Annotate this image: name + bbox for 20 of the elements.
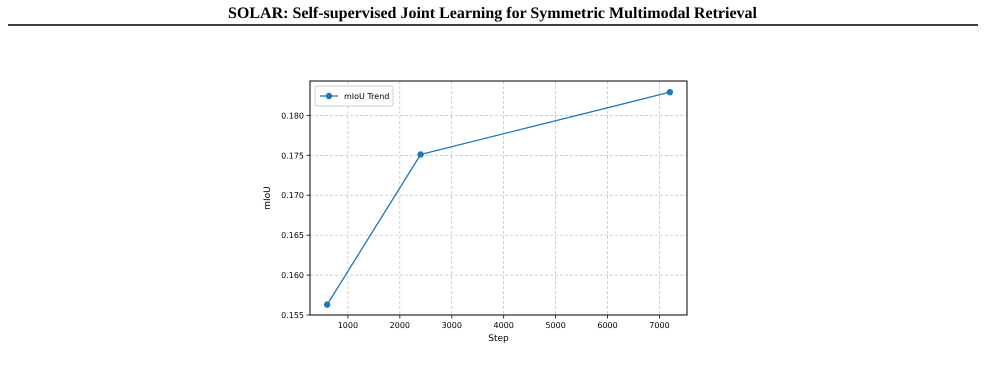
y-tick-label: 0.160 [281,271,304,280]
x-tick-label: 1000 [338,321,358,330]
y-axis-title: mIoU [263,186,273,210]
y-tick-label: 0.175 [281,151,304,160]
x-tick-label: 2000 [390,321,410,330]
y-tick-label: 0.180 [281,111,304,120]
y-tick-label: 0.165 [281,231,304,240]
x-axis-title: Step [488,334,510,344]
y-tick-label: 0.170 [281,191,304,200]
legend-label: mIoU Trend [344,92,390,101]
x-tick-label: 6000 [597,321,618,330]
x-tick-label: 7000 [649,321,670,330]
y-tick-label: 0.155 [281,311,304,320]
chart-title: SOLAR: Self-supervised Joint Learning for Symmetric Multimodal Retrieval [228,5,758,22]
x-tick-label: 3000 [442,321,462,330]
x-tick-label: 4000 [494,321,514,330]
x-tick-label: 5000 [545,321,566,330]
point [324,301,330,308]
point [666,88,674,96]
point [417,151,424,158]
